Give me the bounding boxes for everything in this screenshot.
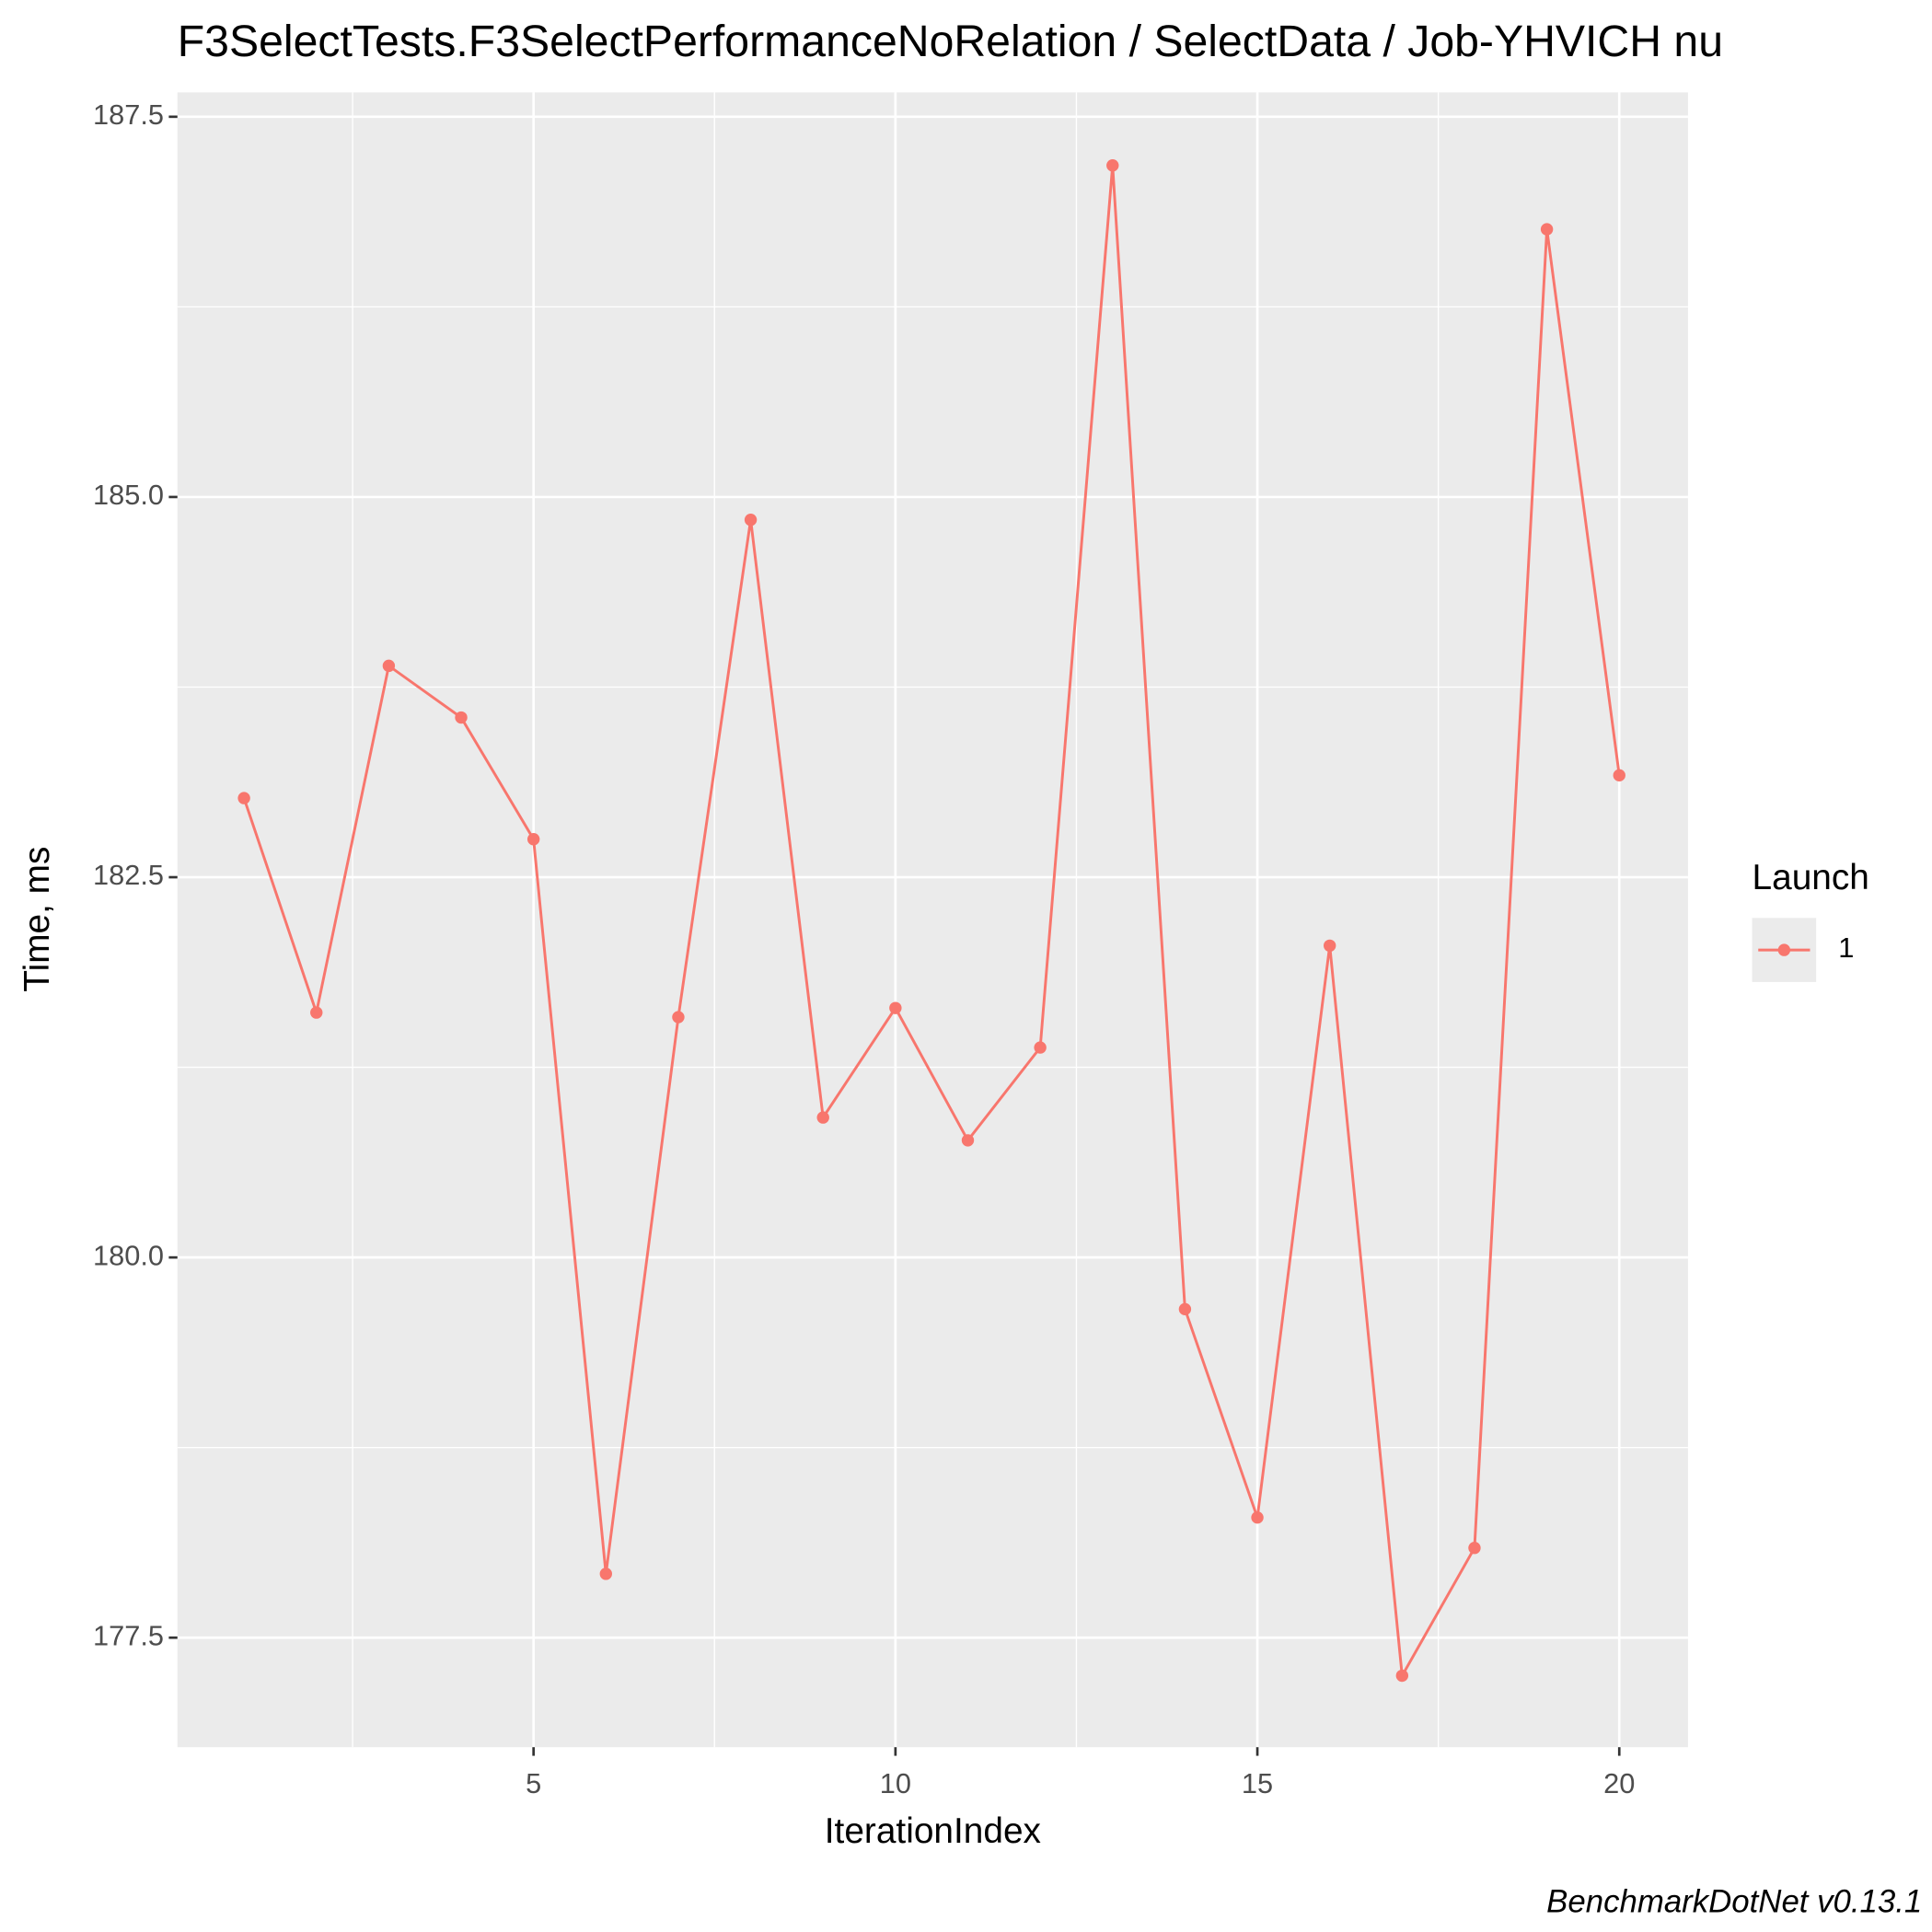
y-tick-label: 187.5 — [93, 98, 164, 131]
data-point — [672, 1011, 685, 1024]
data-point — [889, 1001, 902, 1014]
data-point — [1395, 1669, 1409, 1683]
y-tick-label: 182.5 — [93, 859, 164, 891]
legend-point — [1777, 943, 1791, 956]
y-tick-label: 180.0 — [93, 1239, 164, 1271]
caption: BenchmarkDotNet v0.13.1 — [1546, 1883, 1922, 1919]
data-point — [1034, 1041, 1047, 1054]
data-point — [961, 1134, 975, 1147]
x-tick-label: 20 — [1603, 1767, 1635, 1799]
data-point — [1323, 939, 1336, 953]
data-point — [526, 833, 540, 846]
data-point — [237, 792, 250, 804]
data-point — [744, 514, 758, 526]
marks — [237, 159, 1625, 1683]
data-point — [1251, 1510, 1264, 1524]
data-point — [382, 659, 396, 673]
x-tick-label: 15 — [1242, 1767, 1273, 1799]
chart-title: F3SelectTests.F3SelectPerformanceNoRelat… — [178, 17, 1723, 66]
data-point — [1106, 159, 1119, 172]
data-point — [1468, 1542, 1481, 1555]
grid: 177.5 180.0 182.5 185.0 187.5 5 10 15 20 — [93, 92, 1688, 1799]
y-axis-title: Time, ms — [17, 847, 57, 992]
data-point — [1178, 1302, 1192, 1316]
y-tick-label: 177.5 — [93, 1619, 164, 1651]
plot-panel — [177, 92, 1688, 1748]
series-line — [242, 165, 1621, 1681]
x-tick-label: 10 — [880, 1767, 911, 1799]
x-tick-label: 5 — [526, 1767, 541, 1799]
legend-title: Launch — [1753, 858, 1869, 897]
data-point — [310, 1006, 323, 1019]
data-point — [816, 1111, 829, 1124]
x-axis-title: IterationIndex — [825, 1811, 1041, 1851]
y-tick-label: 185.0 — [93, 479, 164, 511]
legend-label: 1 — [1838, 931, 1854, 964]
data-point — [455, 711, 468, 724]
data-point — [599, 1568, 612, 1580]
data-point — [1540, 223, 1554, 236]
data-point — [1613, 769, 1625, 782]
